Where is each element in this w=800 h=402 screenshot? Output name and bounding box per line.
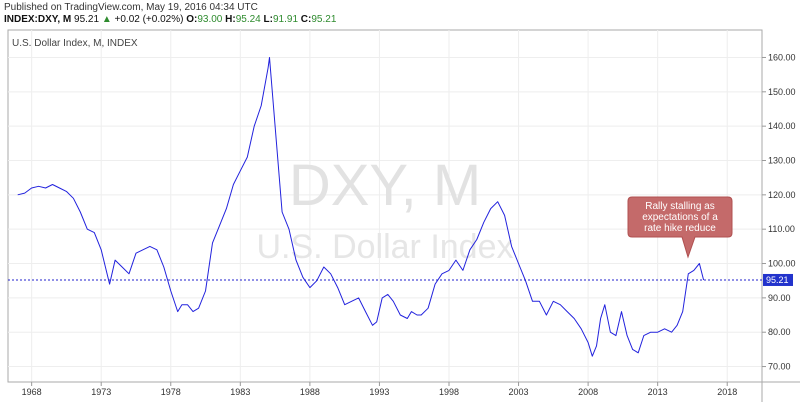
change-value: +0.02 (+0.02%): [114, 14, 184, 25]
x-tick-label: 2008: [578, 387, 598, 397]
x-tick-label: 1968: [22, 387, 42, 397]
x-tick-label: 1983: [230, 387, 250, 397]
x-tick-label: 1998: [439, 387, 459, 397]
y-tick-label: 160.00: [768, 52, 796, 62]
x-tick-label: 1978: [161, 387, 181, 397]
watermark-symbol: DXY, M: [289, 153, 481, 218]
last-price-marker: 95.21: [8, 273, 793, 286]
high-value: 95.24: [235, 14, 261, 25]
close-label: C:: [300, 14, 312, 25]
quote-line: INDEX:DXY, M 95.21 ▲ +0.02 (+0.02%) O:93…: [4, 14, 336, 25]
high-label: H:: [225, 14, 236, 25]
low-label: L:: [263, 14, 273, 25]
watermark-name: U.S. Dollar Index: [257, 228, 514, 266]
y-tick-label: 130.00: [768, 155, 796, 165]
callout-text-line: expectations of a: [642, 212, 718, 223]
open-value: 93.00: [197, 14, 223, 25]
up-arrow-icon: ▲: [101, 14, 112, 25]
x-axis-ticks: 1968 1973 1978 1983 1988 1993 1998 2003 2008 2013…: [22, 382, 737, 397]
y-tick-label: 110.00: [768, 224, 795, 234]
callout-text-line: rate hike reduce: [644, 223, 716, 234]
x-tick-label: 2003: [509, 387, 529, 397]
series-line: [17, 57, 705, 357]
low-value: 91.91: [272, 14, 299, 25]
callout-bubble[interactable]: [627, 196, 733, 259]
y-tick-label: 120.00: [768, 190, 796, 200]
y-tick-label: 90.00: [768, 293, 791, 303]
y-tick-label: 80.00: [768, 327, 791, 337]
y-tick-label: 70.00: [768, 362, 791, 372]
y-axis-ticks: 160.00 150.00 140.00 130.00 120.00 110.00 100.…: [762, 52, 796, 372]
x-tick-label: 1973: [91, 387, 111, 397]
published-note: Published on TradingView.com, May 19, 20…: [4, 2, 258, 13]
close-value: 95.21: [311, 14, 337, 25]
series-layer: [17, 57, 705, 357]
callout-text-line: Rally stalling as: [645, 201, 714, 212]
y-tick-label: 140.00: [768, 121, 796, 131]
last-price-label: 95.21: [766, 275, 789, 285]
symbol-label: INDEX:DXY, M: [4, 14, 72, 25]
x-tick-label: 2013: [648, 387, 668, 397]
watermark: DXY, M U.S. Dollar Index: [257, 153, 514, 266]
x-tick-label: 1993: [369, 387, 389, 397]
y-tick-label: 100.00: [768, 259, 796, 269]
x-tick-label: 2018: [717, 387, 737, 397]
x-tick-label: 1988: [300, 387, 320, 397]
y-tick-label: 150.00: [768, 87, 796, 97]
last-price-badge: [763, 273, 793, 286]
grid: [8, 30, 762, 382]
open-label: O:: [186, 14, 198, 25]
price-value: 95.21: [74, 14, 100, 25]
chart-title: U.S. Dollar Index, M, INDEX: [12, 38, 138, 49]
